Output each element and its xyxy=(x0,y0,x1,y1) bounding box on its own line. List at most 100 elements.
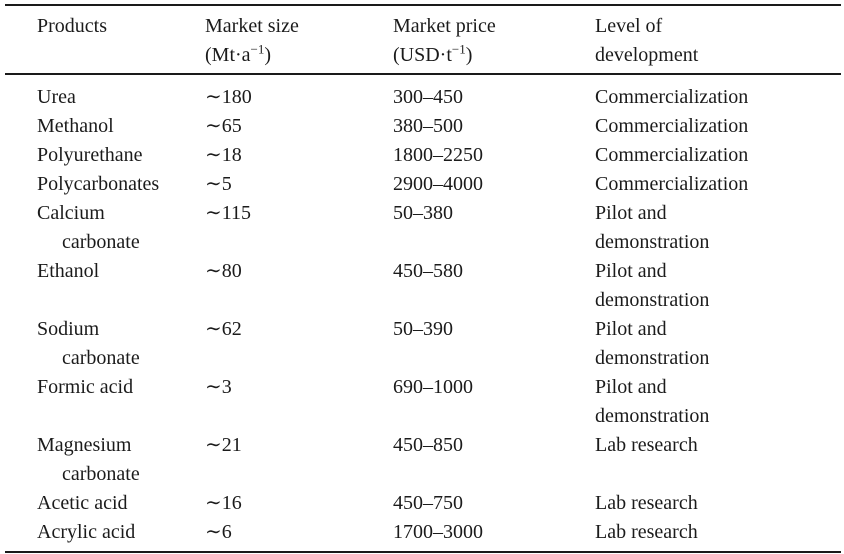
table-row: Methanol ∼65 380–500 Commercialization xyxy=(5,112,841,141)
development-line: Pilot and xyxy=(595,318,667,340)
development-cell: Lab research xyxy=(595,489,841,518)
development-cell: Commercialization xyxy=(595,141,841,170)
development-line: demonstration xyxy=(595,231,710,253)
development-cell: Lab research xyxy=(595,518,841,552)
development-line: Commercialization xyxy=(595,86,749,108)
development-line: Lab research xyxy=(595,521,698,543)
market-size-cell: ∼5 xyxy=(205,173,232,195)
development-line: Pilot and xyxy=(595,260,667,282)
header-label-market-size: Market size xyxy=(205,15,299,37)
product-line: Acetic acid xyxy=(37,492,128,514)
market-price-cell: 50–390 xyxy=(393,318,453,340)
header-label-development-2: development xyxy=(595,44,699,66)
product-cell: Methanol xyxy=(5,112,205,141)
development-cell: Commercialization xyxy=(595,170,841,199)
development-line: demonstration xyxy=(595,405,710,427)
market-size-cell: ∼115 xyxy=(205,202,252,224)
product-cell: Polyurethane xyxy=(5,141,205,170)
header-row: Products Market size (Mt·a−1) Market pri… xyxy=(5,5,841,75)
col-header-products: Products xyxy=(5,5,205,75)
market-price-cell: 450–580 xyxy=(393,260,463,282)
product-cell: Polycarbonates xyxy=(5,170,205,199)
market-size-cell: ∼80 xyxy=(205,260,242,282)
product-cell: Acetic acid xyxy=(5,489,205,518)
development-line: Lab research xyxy=(595,434,698,456)
development-line: Commercialization xyxy=(595,173,749,195)
development-line: Lab research xyxy=(595,492,698,514)
product-line: Ethanol xyxy=(37,260,100,282)
header-label-products: Products xyxy=(37,15,107,37)
product-cell: Formic acid xyxy=(5,373,205,431)
market-price-cell: 690–1000 xyxy=(393,376,473,398)
market-price-cell: 1700–3000 xyxy=(393,521,483,543)
table-row: Urea ∼180 300–450 Commercialization xyxy=(5,74,841,112)
market-price-cell: 300–450 xyxy=(393,86,463,108)
development-line: demonstration xyxy=(595,347,710,369)
product-cell: Urea xyxy=(5,74,205,112)
product-cell: Magnesium carbonate xyxy=(5,431,205,489)
product-cell: Ethanol xyxy=(5,257,205,315)
product-line: Acrylic acid xyxy=(37,521,136,543)
development-cell: Pilot and demonstration xyxy=(595,199,841,257)
development-cell: Commercialization xyxy=(595,74,841,112)
superscript: −1 xyxy=(250,41,265,57)
table-row: Polyurethane ∼18 1800–2250 Commercializatio… xyxy=(5,141,841,170)
table-row: Magnesium carbonate ∼21 450–850 Lab research xyxy=(5,431,841,489)
product-line: carbonate xyxy=(62,463,140,485)
product-line: carbonate xyxy=(62,231,140,253)
superscript: −1 xyxy=(451,41,466,57)
table-row: Polycarbonates ∼5 2900–4000 Commercializati… xyxy=(5,170,841,199)
table-row: Sodium carbonate ∼62 50–390 Pilot and demonst… xyxy=(5,315,841,373)
development-cell: Lab research xyxy=(595,431,841,489)
product-line: Polyurethane xyxy=(37,144,143,166)
development-line: Commercialization xyxy=(595,144,749,166)
market-size-cell: ∼65 xyxy=(205,115,242,137)
products-market-table: Products Market size (Mt·a−1) Market pri… xyxy=(5,4,841,553)
development-line: demonstration xyxy=(595,289,710,311)
product-line: Calcium xyxy=(37,202,105,224)
development-cell: Pilot and demonstration xyxy=(595,315,841,373)
market-price-cell: 450–750 xyxy=(393,492,463,514)
market-size-cell: ∼21 xyxy=(205,434,242,456)
product-line: Polycarbonates xyxy=(37,173,160,195)
product-line: Urea xyxy=(37,86,76,108)
market-price-cell: 450–850 xyxy=(393,434,463,456)
market-price-cell: 2900–4000 xyxy=(393,173,483,195)
product-cell: Acrylic acid xyxy=(5,518,205,552)
market-size-cell: ∼6 xyxy=(205,521,232,543)
development-line: Pilot and xyxy=(595,376,667,398)
development-cell: Pilot and demonstration xyxy=(595,373,841,431)
product-line: Sodium xyxy=(37,318,100,340)
product-line: carbonate xyxy=(62,347,140,369)
table-header: Products Market size (Mt·a−1) Market pri… xyxy=(5,5,841,75)
product-line: Methanol xyxy=(37,115,114,137)
development-line: Pilot and xyxy=(595,202,667,224)
product-cell: Sodium carbonate xyxy=(5,315,205,373)
header-label-market-price: Market price xyxy=(393,15,496,37)
header-label-development-1: Level of xyxy=(595,15,663,37)
table-row: Acetic acid ∼16 450–750 Lab research xyxy=(5,489,841,518)
market-size-cell: ∼180 xyxy=(205,86,252,108)
market-size-cell: ∼62 xyxy=(205,318,242,340)
market-price-cell: 50–380 xyxy=(393,202,453,224)
market-size-cell: ∼3 xyxy=(205,376,232,398)
col-header-market-price: Market price (USD·t−1) xyxy=(393,5,595,75)
product-cell: Calcium carbonate xyxy=(5,199,205,257)
product-line: Magnesium xyxy=(37,434,132,456)
table-row: Formic acid ∼3 690–1000 Pilot and demonstrat… xyxy=(5,373,841,431)
development-cell: Commercialization xyxy=(595,112,841,141)
market-price-cell: 380–500 xyxy=(393,115,463,137)
development-line: Commercialization xyxy=(595,115,749,137)
col-header-market-size: Market size (Mt·a−1) xyxy=(205,5,393,75)
product-line: Formic acid xyxy=(37,376,134,398)
col-header-development: Level of development xyxy=(595,5,841,75)
header-unit-market-price: (USD·t−1) xyxy=(393,41,473,66)
market-size-cell: ∼16 xyxy=(205,492,242,514)
table-body: Urea ∼180 300–450 Commercialization Methanol… xyxy=(5,74,841,552)
market-price-cell: 1800–2250 xyxy=(393,144,483,166)
products-table-container: Products Market size (Mt·a−1) Market pri… xyxy=(5,4,841,553)
header-unit-market-size: (Mt·a−1) xyxy=(205,41,272,66)
table-row: Ethanol ∼80 450–580 Pilot and demonstration xyxy=(5,257,841,315)
market-size-cell: ∼18 xyxy=(205,144,242,166)
table-row: Calcium carbonate ∼115 50–380 Pilot and demon… xyxy=(5,199,841,257)
